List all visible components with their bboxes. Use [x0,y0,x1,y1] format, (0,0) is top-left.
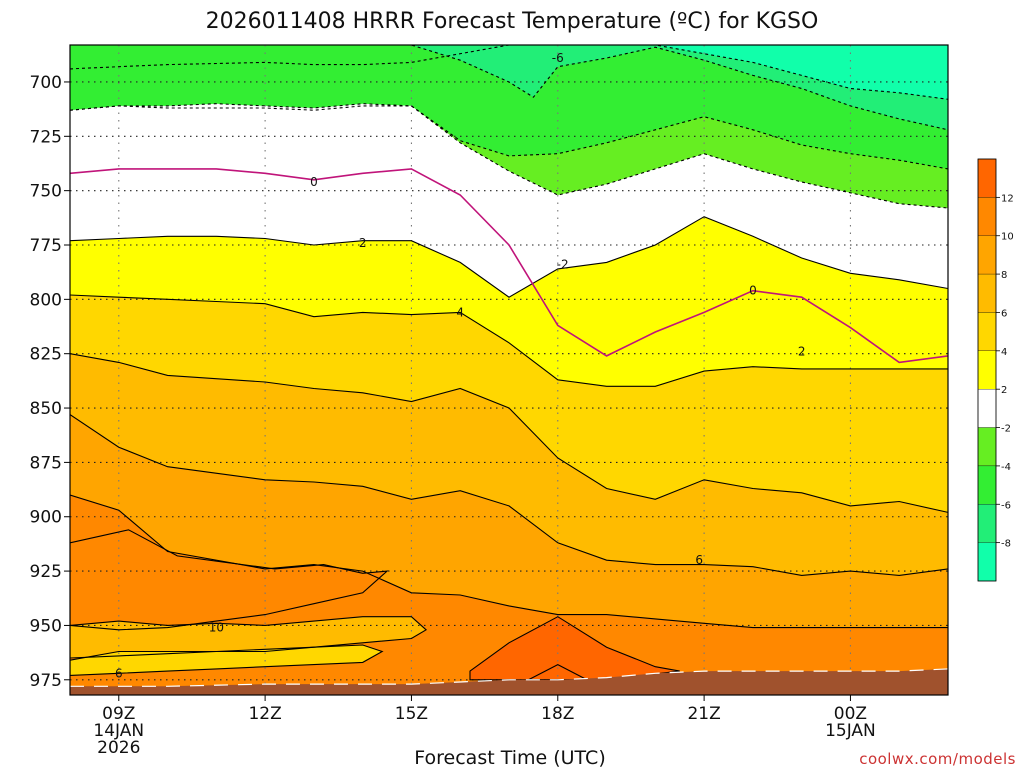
colorbar-label-5: 2 [1001,385,1007,396]
ground-edge [70,668,948,687]
contour-label-4: 0 [749,284,757,298]
contour-line-3 [70,105,948,170]
colorbar-band-0 [977,158,997,198]
region-line-3 [469,616,680,681]
colorbar-band-4 [977,312,997,351]
y-axis: 700 725 750 775 800 825 850 875 900 925 950 975 [30,73,70,691]
region-fill-4 [528,664,587,680]
colorbar: 12 10 8 6 4 2 -2 -4 -6 -8 [977,158,1014,582]
contour-label-2: 2 [359,236,367,250]
contour-line-4 [70,103,948,209]
contour-label-7: 6 [695,553,703,567]
colorbar-band-10 [977,542,997,582]
x-tick-label-9-1: 14JAN [93,721,144,741]
plot-frame [69,44,949,696]
colorbar-label-2: 8 [1001,270,1007,281]
x-axis-label: Forecast Time (UTC) [414,747,605,768]
colorbar-label-9: -8 [1001,539,1011,550]
contour-line-2 [70,45,948,131]
contour-label-0: -6 [552,51,564,65]
x-tick-label-24-0: 00Z [834,704,867,724]
colorbar-label-0: 12 [1001,193,1014,204]
contour-label-8: 10 [209,621,224,635]
contour-label-6: 2 [798,345,806,359]
region-line-0 [70,529,389,631]
y-tick-label-775: 775 [30,236,62,256]
contour-lines [70,45,948,681]
contour-label-3: -2 [557,258,569,272]
y-tick-label-825: 825 [30,345,62,365]
region-line-1 [70,616,428,659]
colorbar-band-9 [977,504,997,543]
x-tick-label-12-0: 12Z [248,704,281,724]
colorbar-label-8: -6 [1001,500,1011,511]
chart-title: 2026011408 HRRR Forecast Temperature (ºC… [206,9,819,34]
colorbar-band-8 [977,465,997,505]
contour-line-7 [70,353,948,513]
colorbar-band-3 [977,273,997,313]
contour-line-9 [70,494,948,629]
colorbar-band-6 [977,389,997,428]
contour-label-9: 6 [115,666,123,680]
colorbar-label-4: 4 [1001,347,1007,358]
contour-fills [70,45,948,695]
x-tick-label-9-2: 2026 [97,738,140,758]
y-tick-label-900: 900 [30,508,62,528]
y-tick-label-725: 725 [30,127,62,147]
colorbar-band-7 [977,427,997,467]
region-line-2 [70,644,384,676]
y-tick-label-875: 875 [30,453,62,473]
y-tick-label-800: 800 [30,290,62,310]
x-tick-label-15-0: 15Z [395,704,428,724]
x-tick-label-9-0: 09Z [102,704,135,724]
ground-surface [70,668,948,695]
contour-labels: -6 0 2 -2 0 4 2 6 10 6 [115,51,806,680]
region-fill-3 [470,616,680,680]
colorbar-band-1 [977,197,997,236]
contour-line-8 [70,414,948,576]
colorbar-band-5 [977,350,997,390]
contour-line-6 [70,294,948,387]
y-tick-label-750: 750 [30,182,62,202]
x-tick-label-21-0: 21Z [687,704,720,724]
region-fill-1 [70,616,427,658]
y-tick-label-850: 850 [30,399,62,419]
contour-label-5: 4 [456,305,464,319]
plot-area: -6 0 2 -2 0 4 2 6 10 6 [70,45,948,695]
colorbar-frame [977,158,997,582]
colorbar-label-1: 10 [1001,232,1014,243]
x-tick-label-18-0: 18Z [541,704,574,724]
contour-line-1 [70,45,948,100]
ground-fill [70,668,948,695]
x-tick-label-24-1: 15JAN [825,721,876,741]
contour-line-5 [70,216,948,298]
region-fill-2 [70,645,383,676]
credit-text: coolwx.com/models [859,750,1016,768]
colorbar-band-2 [977,235,997,275]
y-tick-label-700: 700 [30,73,62,93]
contour-label-1: 0 [310,175,318,189]
colorbar-label-6: -2 [1001,424,1011,435]
y-tick-label-925: 925 [30,562,62,582]
colorbar-label-7: -4 [1001,462,1011,473]
y-tick-label-975: 975 [30,671,62,691]
y-tick-label-950: 950 [30,616,62,636]
colorbar-label-3: 6 [1001,308,1007,319]
zero-contour-line [70,168,948,364]
